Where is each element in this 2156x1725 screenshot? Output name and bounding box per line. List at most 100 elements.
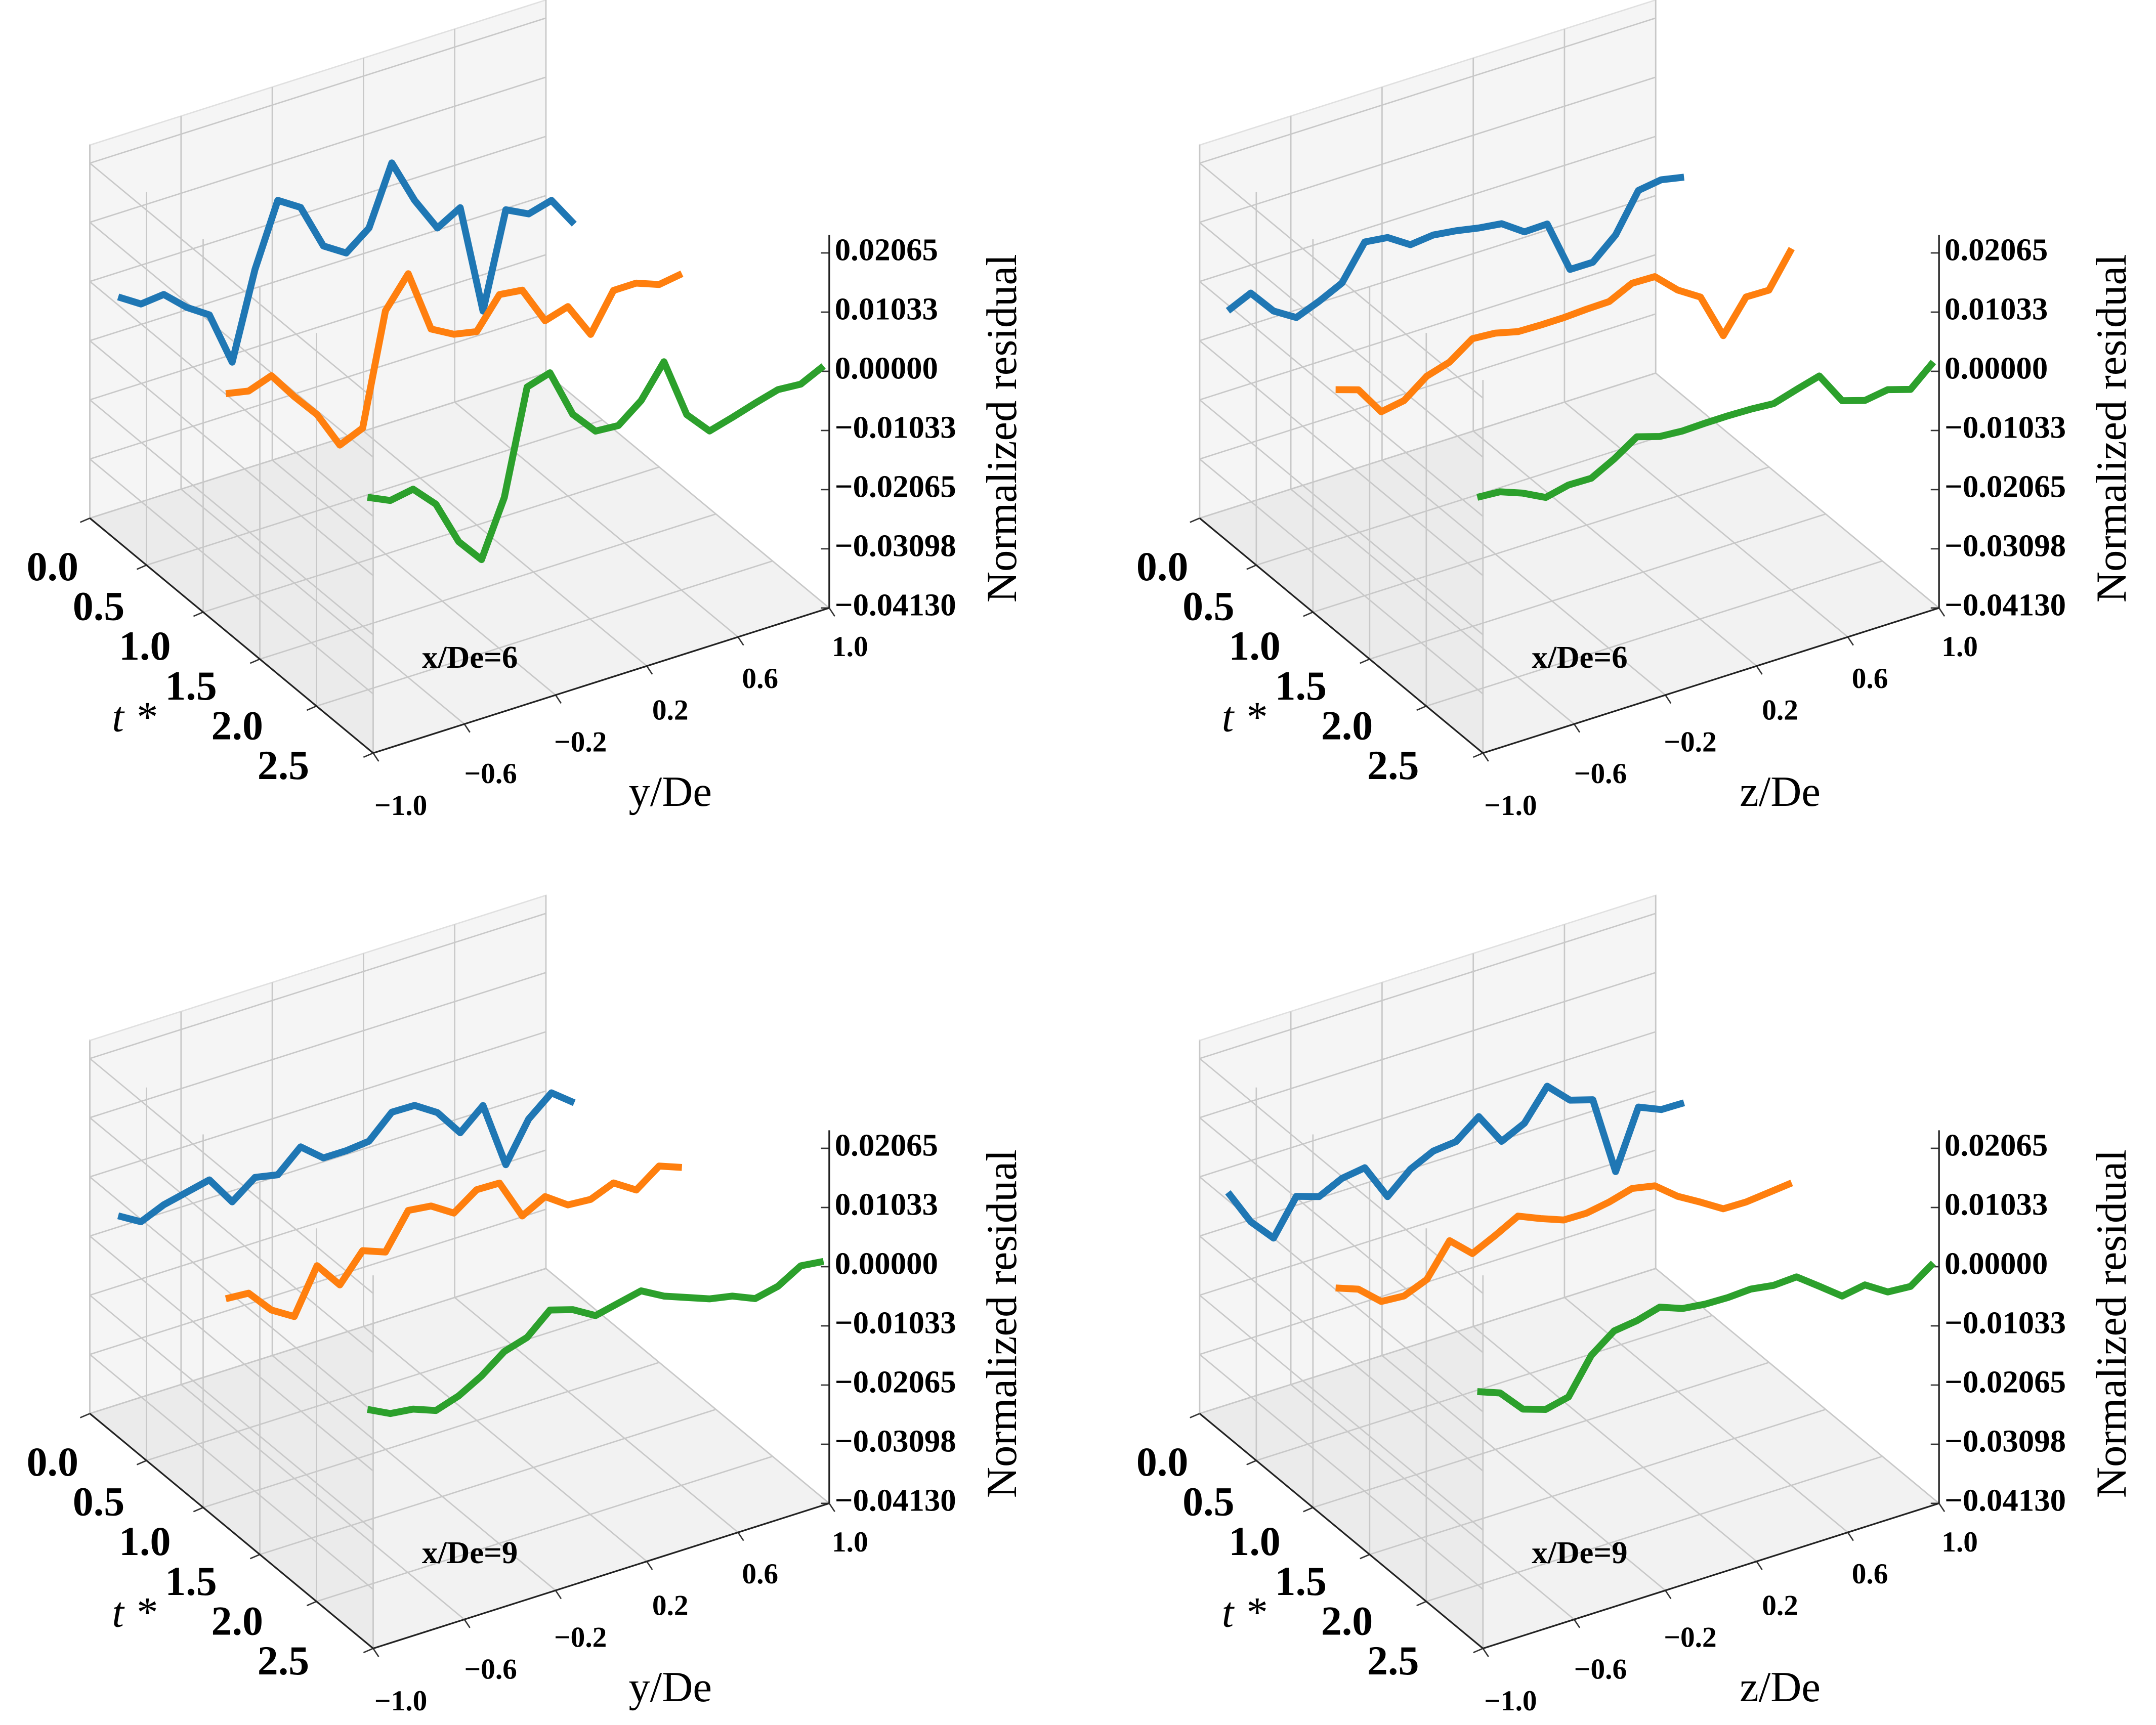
x-tick-label: −0.2 bbox=[554, 726, 607, 758]
series-line bbox=[1477, 1261, 1936, 1413]
z-tick-label: 0.02065 bbox=[1944, 232, 2048, 267]
grid-line bbox=[1290, 1384, 1575, 1620]
tick-mark bbox=[363, 1648, 374, 1654]
tick-mark bbox=[1938, 608, 1946, 617]
grid-line bbox=[90, 254, 546, 401]
grid-line bbox=[1199, 913, 1656, 1059]
tick-mark bbox=[646, 665, 653, 675]
x-tick-label: −1.0 bbox=[1484, 790, 1537, 822]
z-tick-label: −0.02065 bbox=[835, 468, 956, 504]
y-tick-label: 0.0 bbox=[1136, 543, 1188, 589]
x-tick-label: −0.6 bbox=[1574, 1653, 1627, 1685]
grid-line bbox=[89, 340, 374, 576]
x-tick-label: −0.6 bbox=[464, 758, 517, 790]
grid-line bbox=[272, 459, 556, 696]
annotation: x/De=9 bbox=[1532, 1535, 1627, 1570]
grid-line bbox=[1199, 1117, 1484, 1353]
y-tick-label: 1.0 bbox=[1229, 1518, 1280, 1564]
y-tick-label: 0.0 bbox=[27, 543, 78, 589]
x-tick-label: 1.0 bbox=[832, 631, 868, 663]
y-tick-label: 1.0 bbox=[1229, 623, 1280, 669]
z-axis-label: Normalized residual bbox=[979, 1149, 1026, 1498]
y-tick-label: 0.5 bbox=[73, 1479, 124, 1525]
z-tick-label: 0.00000 bbox=[835, 350, 938, 385]
grid-line bbox=[90, 913, 546, 1059]
t-axis bbox=[89, 1413, 374, 1649]
grid-line bbox=[1199, 76, 1656, 223]
x-tick-label: 0.2 bbox=[652, 1590, 689, 1622]
tick-mark bbox=[1360, 1554, 1370, 1560]
grid-line bbox=[454, 1297, 739, 1533]
y-tick-label: 0.0 bbox=[1136, 1439, 1188, 1485]
grid-line bbox=[89, 399, 374, 635]
grid-line bbox=[545, 1268, 830, 1504]
grid-line bbox=[1199, 399, 1484, 635]
y-axis-label: t * bbox=[112, 1589, 156, 1636]
grid-line bbox=[90, 1090, 546, 1237]
grid-line bbox=[1313, 466, 1769, 613]
grid-line bbox=[1199, 195, 1656, 341]
z-tick-label: −0.04130 bbox=[1944, 587, 2066, 622]
tick-mark bbox=[828, 608, 835, 617]
grid-line bbox=[1199, 372, 1656, 519]
y-tick-label: 0.5 bbox=[73, 583, 124, 629]
y-tick-label: 1.5 bbox=[1275, 1558, 1327, 1604]
z-tick-label: 0.01033 bbox=[1944, 1186, 2048, 1222]
x-tick-label: −0.6 bbox=[464, 1653, 517, 1685]
x-tick-label: 1.0 bbox=[1941, 631, 1978, 663]
y-tick-label: 1.5 bbox=[165, 1558, 217, 1604]
series-line bbox=[1225, 1083, 1685, 1242]
z-tick-label: −0.02065 bbox=[1944, 1364, 2066, 1399]
x-tick-label: −0.6 bbox=[1574, 758, 1627, 790]
tick-mark bbox=[79, 1413, 91, 1418]
grid-line bbox=[89, 1058, 374, 1294]
z-tick-label: −0.02065 bbox=[835, 1364, 956, 1399]
y-tick-label: 2.5 bbox=[1367, 742, 1419, 788]
grid-line bbox=[89, 1117, 374, 1353]
grid-line bbox=[1199, 17, 1656, 164]
tick-mark bbox=[249, 658, 261, 664]
series-line bbox=[1476, 360, 1936, 501]
grid-line bbox=[363, 1326, 648, 1562]
grid-line bbox=[260, 1408, 716, 1556]
grid-line bbox=[203, 1361, 660, 1508]
x-tick-label: 0.2 bbox=[1762, 695, 1798, 726]
x-tick-label: 0.6 bbox=[742, 663, 778, 695]
grid-line bbox=[89, 1354, 374, 1590]
y-axis-label: t * bbox=[112, 694, 156, 741]
grid-line bbox=[1472, 430, 1757, 667]
x-tick-label: −0.2 bbox=[1664, 726, 1716, 758]
y-tick-label: 0.0 bbox=[27, 1439, 78, 1485]
z-tick-label: −0.04130 bbox=[1944, 1482, 2066, 1518]
grid-line bbox=[316, 560, 773, 707]
grid-line bbox=[89, 162, 374, 399]
y-tick-label: 2.0 bbox=[211, 1598, 263, 1644]
grid-line bbox=[90, 195, 546, 341]
tick-mark bbox=[249, 1554, 261, 1560]
y-tick-label: 1.5 bbox=[165, 663, 217, 709]
grid-line bbox=[1564, 401, 1848, 638]
z-tick-label: −0.01033 bbox=[1944, 409, 2066, 445]
tick-mark bbox=[306, 705, 317, 711]
x-axis-label: z/De bbox=[1740, 768, 1821, 815]
grid-line bbox=[1199, 222, 1484, 458]
x-tick-label: −1.0 bbox=[374, 790, 427, 822]
y-axis-label: t * bbox=[1222, 694, 1266, 741]
grid-line bbox=[90, 972, 546, 1118]
y-tick-label: 2.0 bbox=[211, 703, 263, 749]
x-tick-label: −1.0 bbox=[1484, 1685, 1537, 1717]
tick-mark bbox=[79, 518, 91, 523]
y-tick-label: 2.0 bbox=[1321, 703, 1373, 749]
grid-line bbox=[1199, 1090, 1656, 1237]
grid-line bbox=[1381, 1355, 1666, 1591]
tick-mark bbox=[306, 1601, 317, 1607]
tick-mark bbox=[193, 611, 204, 617]
x-tick-label: 1.0 bbox=[1941, 1526, 1978, 1558]
z-tick-label: −0.02065 bbox=[1944, 468, 2066, 504]
z-tick-label: −0.03098 bbox=[835, 528, 956, 563]
z-tick-label: 0.00000 bbox=[1944, 350, 2048, 385]
z-tick-label: −0.03098 bbox=[1944, 528, 2066, 563]
tick-mark bbox=[363, 752, 374, 758]
grid-line bbox=[1655, 372, 1940, 609]
t-axis bbox=[89, 518, 374, 754]
